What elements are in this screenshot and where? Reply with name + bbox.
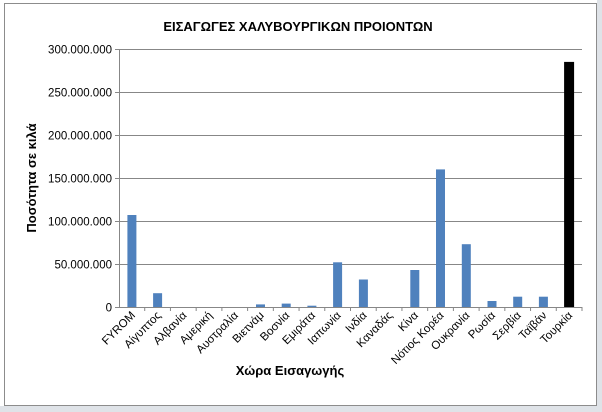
bar-14 <box>487 301 497 307</box>
gridlines <box>119 49 582 265</box>
chart-frame <box>4 3 597 406</box>
y-tick-label: 50.000.000 <box>54 260 112 272</box>
y-tick-label: 100.000.000 <box>48 217 112 229</box>
x-axis-label: Χώρα Εισαγωγής <box>236 363 345 378</box>
bar-1 <box>153 293 163 307</box>
y-tick-labels: 0 50.000.000 100.000.000 150.000.000 200.000… <box>48 45 112 315</box>
bar-15 <box>513 296 523 307</box>
bar-6 <box>281 303 291 307</box>
x-tick-labels: FYROMΑίγυπτοςΑλβανίαΑμερικήΑυστραλίαΒιετ… <box>100 309 575 367</box>
bars <box>127 61 575 308</box>
chart-title: ΕΙΣΑΓΩΓΕΣ ΧΑΛΥΒΟΥΡΓΙΚΩΝ ΠΡΟΙΟΝΤΩΝ <box>163 19 432 34</box>
x-tick-label: Σερβία <box>491 309 524 342</box>
bar-11 <box>410 270 420 307</box>
window-edge-right <box>597 0 602 412</box>
y-tick-label: 300.000.000 <box>48 45 112 57</box>
y-tick-label: 0 <box>106 303 112 315</box>
y-axis-label: Ποσότητα σε κιλά <box>24 123 39 232</box>
y-tick-label: 150.000.000 <box>48 174 112 186</box>
bar-0 <box>127 215 137 307</box>
bar-8 <box>333 262 343 307</box>
bar-17 <box>564 61 575 308</box>
bar-13 <box>461 244 471 307</box>
y-tick-label: 250.000.000 <box>48 88 112 100</box>
bar-16 <box>538 296 548 307</box>
y-tick-label: 200.000.000 <box>48 131 112 143</box>
window-edge-bottom <box>0 406 602 412</box>
bar-7 <box>307 305 317 307</box>
bar-9 <box>358 279 368 307</box>
bar-12 <box>436 169 445 307</box>
axes <box>115 49 583 311</box>
bar-5 <box>256 304 265 307</box>
